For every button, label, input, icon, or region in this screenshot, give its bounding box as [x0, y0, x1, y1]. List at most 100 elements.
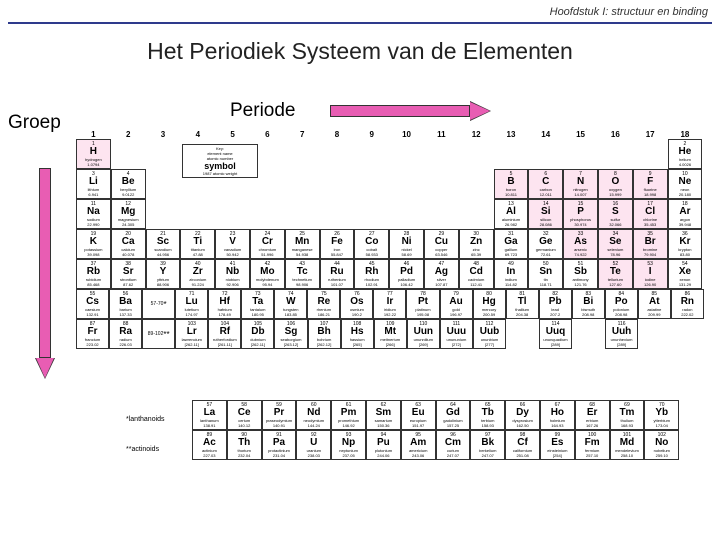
element-Mn: 25Mnmanganese54.938 — [285, 229, 320, 259]
element-K: 19Kpotassium39.098 — [76, 229, 111, 259]
fblock-row-2: 89Acactinium227.0390Ththorium232.0491Pap… — [192, 430, 679, 460]
element-N: 7Nnitrogen14.007 — [563, 169, 598, 199]
period-6: 55Cscaesium132.9156Babarium137.3357-70*7… — [76, 289, 704, 319]
element-Ba: 56Babarium137.33 — [109, 289, 142, 319]
period-1: 1Hhydrogen1.07942Hehelium4.0026 — [76, 139, 704, 169]
element-Mg: 12Mgmagnesium24.305 — [111, 199, 146, 229]
element-No: 102Nonobelium259.10 — [644, 430, 679, 460]
element-Rn: 86Rnradon222.02 — [671, 289, 704, 319]
element-Ho: 67Hoholmium164.93 — [540, 400, 575, 430]
element-Sg: 106Sgseaborgium[263.12] — [274, 319, 307, 349]
element-Ga: 31Gagallium69.723 — [494, 229, 529, 259]
element-Sr: 38Srstrontium87.62 — [111, 259, 146, 289]
element-Bh: 107Bhbohrium[262.12] — [308, 319, 341, 349]
group-num: 3 — [146, 130, 181, 139]
element-Ac: 89Acactinium227.03 — [192, 430, 227, 460]
element-Hf: 72Hfhafnium178.49 — [208, 289, 241, 319]
group-num: 10 — [389, 130, 424, 139]
element-Se: 34Seselenium78.96 — [598, 229, 633, 259]
element-O: 8Ooxygen15.999 — [598, 169, 633, 199]
group-num: 16 — [598, 130, 633, 139]
element-Cl: 17Clchlorine35.453 — [633, 199, 668, 229]
element-Pb: 82Pblead207.2 — [539, 289, 572, 319]
element-Tb: 65Tbterbium158.93 — [470, 400, 505, 430]
element-Ti: 22Tititanium47.88 — [180, 229, 215, 259]
element-C: 6Ccarbon12.011 — [528, 169, 563, 199]
element-Os: 76Ososmium190.2 — [340, 289, 373, 319]
main-grid: 1Hhydrogen1.07942Hehelium4.00263Lilithiu… — [76, 139, 704, 349]
element-At: 85Atastatine209.99 — [638, 289, 671, 319]
element-Ca: 20Cacalcium40.078 — [111, 229, 146, 259]
element-Te: 52Tetellurium127.60 — [598, 259, 633, 289]
group-num: 18 — [668, 130, 703, 139]
element-Uuh: 116Uuhununhexium[289] — [605, 319, 638, 349]
element-As: 33Asarsenic74.922 — [563, 229, 598, 259]
period-4: 19Kpotassium39.09820Cacalcium40.07821Scs… — [76, 229, 704, 259]
element-Uub: 112Uubununbium[277] — [473, 319, 506, 349]
element-Sm: 62Smsamarium150.36 — [366, 400, 401, 430]
element-In: 49Inindium114.82 — [494, 259, 529, 289]
element-Rh: 45Rhrhodium102.91 — [354, 259, 389, 289]
period-2: 3Lilithium6.9414Beberyllium9.01225Bboron… — [76, 169, 704, 199]
element-B: 5Bboron10.811 — [494, 169, 529, 199]
groep-arrow — [36, 168, 54, 378]
element-Er: 68Ererbium167.26 — [575, 400, 610, 430]
element-Xe: 54Xexenon131.29 — [668, 259, 703, 289]
element-Si: 14Sisilicon28.086 — [528, 199, 563, 229]
element-Fr: 87Frfrancium223.02 — [76, 319, 109, 349]
periodic-table: 123456789101112131415161718 1Hhydrogen1.… — [76, 130, 704, 349]
element-Uuu: 111Uuuunununium[272] — [440, 319, 473, 349]
lanthanoids-label: *lanthanoids — [126, 416, 165, 423]
group-numbers: 123456789101112131415161718 — [76, 130, 704, 139]
group-num: 14 — [528, 130, 563, 139]
element-Re: 75Rerhenium186.21 — [307, 289, 340, 319]
element-La: 57Lalanthanum138.91 — [192, 400, 227, 430]
element-Pa: 91Paprotactinium231.04 — [262, 430, 297, 460]
element-Pr: 59Prpraseodymium140.91 — [262, 400, 297, 430]
element-Ta: 73Tatantalum180.95 — [241, 289, 274, 319]
element-Es: 99Eseinsteinium[254] — [540, 430, 575, 460]
element-Np: 93Npneptunium237.05 — [331, 430, 366, 460]
element-Cs: 55Cscaesium132.91 — [76, 289, 109, 319]
group-num: 13 — [494, 130, 529, 139]
element-Uuq: 114Uuqununquadium[289] — [539, 319, 572, 349]
element-Sn: 50Sntin118.71 — [528, 259, 563, 289]
element-Na: 11Nasodium22.990 — [76, 199, 111, 229]
group-num: 1 — [76, 130, 111, 139]
group-num: 8 — [320, 130, 355, 139]
element-Ni: 28Ninickel58.69 — [389, 229, 424, 259]
period-7: 87Frfrancium223.0288Raradium226.0389-102… — [76, 319, 704, 349]
element-U: 92Uuranium238.03 — [296, 430, 331, 460]
element-Pm: 61Pmpromethium146.92 — [331, 400, 366, 430]
element-Am: 95Amamericium243.06 — [401, 430, 436, 460]
element-Pu: 94Puplutonium244.06 — [366, 430, 401, 460]
star-placeholder: 89-102** — [142, 319, 175, 349]
element-Rb: 37Rbrubidium85.468 — [76, 259, 111, 289]
element-Pt: 78Ptplatinum195.08 — [406, 289, 439, 319]
element-Ce: 58Cecerium140.12 — [227, 400, 262, 430]
element-Ge: 32Gegermanium72.61 — [528, 229, 563, 259]
element-Lr: 103Lrlawrencium[262.11] — [175, 319, 208, 349]
periode-label: Periode — [230, 100, 296, 122]
period-5: 37Rbrubidium85.46838Srstrontium87.6239Yy… — [76, 259, 704, 289]
element-Mt: 109Mtmeitnerium[266] — [374, 319, 407, 349]
element-Ar: 18Arargon39.948 — [668, 199, 703, 229]
element-Cr: 24Crchromium51.996 — [250, 229, 285, 259]
element-H: 1Hhydrogen1.0794 — [76, 139, 111, 169]
element-Tm: 69Tmthulium168.93 — [610, 400, 645, 430]
group-num: 17 — [633, 130, 668, 139]
group-num: 7 — [285, 130, 320, 139]
element-Y: 39Yyttrium88.906 — [146, 259, 181, 289]
element-Zn: 30Znzinc65.39 — [459, 229, 494, 259]
element-Li: 3Lilithium6.941 — [76, 169, 111, 199]
element-Ag: 47Agsilver107.87 — [424, 259, 459, 289]
element-Ru: 44Ruruthenium101.07 — [320, 259, 355, 289]
element-Bi: 83Bibismuth208.98 — [572, 289, 605, 319]
element-Br: 35Brbromine79.904 — [633, 229, 668, 259]
element-Co: 27Cocobalt58.933 — [354, 229, 389, 259]
element-Lu: 71Lulutetium174.97 — [175, 289, 208, 319]
group-num: 12 — [459, 130, 494, 139]
f-block: 57Lalanthanum138.9158Cecerium140.1259Prp… — [192, 400, 679, 460]
legend-key: Key: element name atomic number symbol 1… — [182, 144, 258, 178]
element-Fe: 26Feiron55.847 — [320, 229, 355, 259]
